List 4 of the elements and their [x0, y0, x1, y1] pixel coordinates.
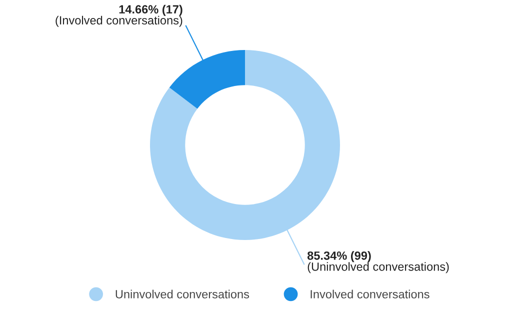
data-label: 14.66% (17) (Involved conversations): [56, 4, 182, 27]
legend-label: Involved conversations: [310, 290, 430, 298]
data-label: 85.34% (99) (Uninvolved conversations): [307, 251, 449, 274]
legend-label: Uninvolved conversations: [116, 290, 250, 298]
